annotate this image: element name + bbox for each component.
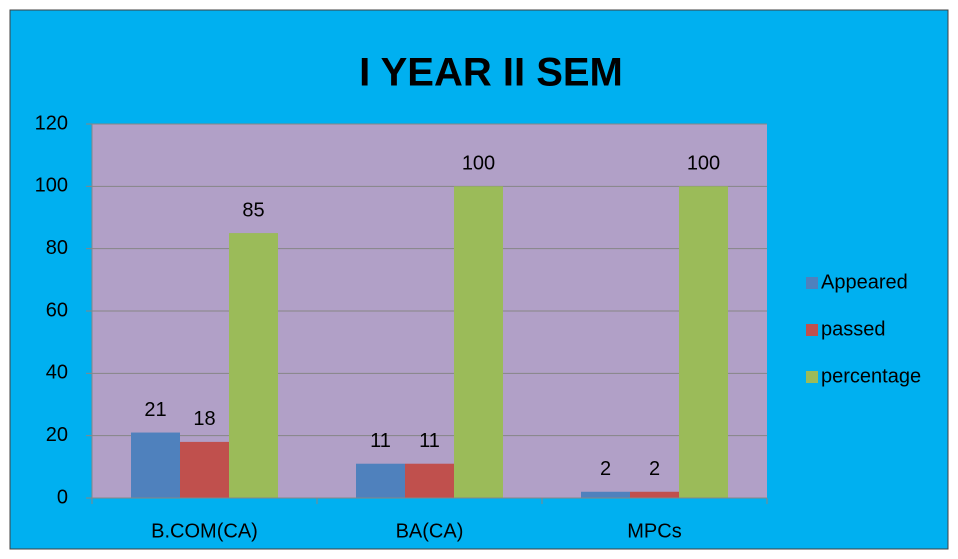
data-label: 2 bbox=[649, 458, 660, 480]
bar bbox=[581, 491, 630, 498]
bar bbox=[180, 441, 229, 498]
y-tick-label: 100 bbox=[35, 175, 68, 197]
data-label: 2 bbox=[600, 458, 611, 480]
data-label: 18 bbox=[193, 408, 215, 430]
y-tick-label: 0 bbox=[57, 486, 68, 508]
data-label: 21 bbox=[144, 399, 166, 421]
bar bbox=[630, 491, 679, 498]
legend-swatch bbox=[806, 371, 818, 383]
data-label: 11 bbox=[370, 430, 391, 452]
bar bbox=[229, 233, 278, 499]
legend-swatch bbox=[806, 324, 818, 336]
legend-swatch bbox=[806, 277, 818, 289]
x-tick-label: B.COM(CA) bbox=[151, 520, 258, 542]
bar bbox=[131, 432, 180, 498]
bar bbox=[405, 463, 454, 498]
legend-label: Appeared bbox=[821, 271, 908, 293]
data-label: 85 bbox=[242, 199, 264, 221]
data-label: 100 bbox=[687, 153, 720, 175]
chart-title: I YEAR II SEM bbox=[359, 51, 623, 95]
y-tick-label: 80 bbox=[46, 237, 68, 259]
legend-label: percentage bbox=[821, 365, 921, 387]
y-tick-label: 60 bbox=[46, 299, 68, 321]
data-label: 100 bbox=[462, 153, 495, 175]
bar bbox=[454, 186, 503, 499]
y-tick-label: 20 bbox=[46, 424, 68, 446]
bar bbox=[679, 186, 728, 499]
x-tick-label: MPCs bbox=[627, 520, 681, 542]
legend-label: passed bbox=[821, 318, 886, 340]
bar bbox=[356, 463, 405, 498]
y-tick-label: 40 bbox=[46, 362, 68, 384]
data-label: 11 bbox=[419, 430, 440, 452]
x-tick-label: BA(CA) bbox=[396, 520, 464, 542]
y-tick-label: 120 bbox=[35, 112, 68, 134]
